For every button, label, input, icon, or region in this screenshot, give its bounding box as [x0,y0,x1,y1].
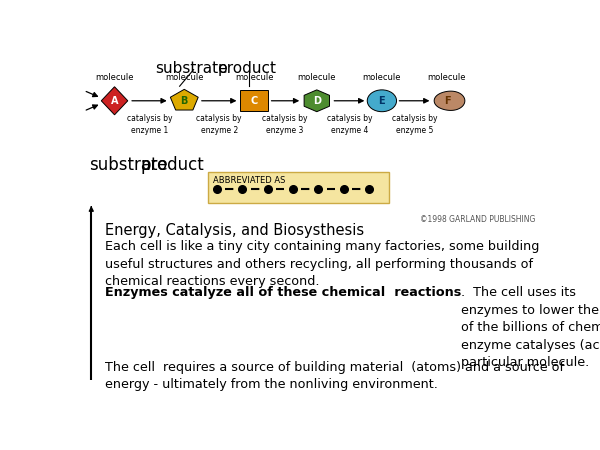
Text: F: F [443,96,451,106]
Text: catalysis by
enzyme 5: catalysis by enzyme 5 [392,114,437,135]
Circle shape [367,90,397,112]
Text: A: A [111,96,118,106]
Text: Each cell is like a tiny city containing many factories, some building
useful st: Each cell is like a tiny city containing… [105,240,539,288]
Polygon shape [170,90,198,110]
Text: D: D [313,96,321,106]
Text: catalysis by
enzyme 1: catalysis by enzyme 1 [127,114,172,135]
Text: molecule: molecule [298,73,336,82]
Text: molecule: molecule [362,73,401,82]
Text: ©1998 GARLAND PUBLISHING: ©1998 GARLAND PUBLISHING [420,215,535,224]
Text: catalysis by
enzyme 2: catalysis by enzyme 2 [196,114,242,135]
Polygon shape [304,90,329,112]
Text: product: product [140,156,204,174]
Text: molecule: molecule [428,73,466,82]
Text: Enzymes catalyze all of these chemical  reactions: Enzymes catalyze all of these chemical r… [105,286,461,299]
Text: B: B [181,96,188,106]
Text: catalysis by
enzyme 4: catalysis by enzyme 4 [326,114,372,135]
Text: catalysis by
enzyme 3: catalysis by enzyme 3 [262,114,308,135]
Text: E: E [379,96,385,106]
Text: molecule: molecule [165,73,203,82]
Polygon shape [434,91,465,110]
Text: substrate: substrate [89,156,168,174]
Text: .  The cell uses its
enzymes to lower the temperature required for and to mainta: . The cell uses its enzymes to lower the… [461,286,600,369]
Text: Energy, Catalysis, and Biosysthesis: Energy, Catalysis, and Biosysthesis [105,223,364,238]
Text: ABBREVIATED AS: ABBREVIATED AS [213,176,286,185]
Text: The cell  requires a source of building material  (atoms) and a source of
energy: The cell requires a source of building m… [105,360,564,391]
Text: C: C [250,96,257,106]
FancyBboxPatch shape [208,172,389,203]
Text: molecule: molecule [95,73,134,82]
Polygon shape [240,90,268,111]
Polygon shape [101,87,128,115]
Text: substrate: substrate [155,61,227,76]
Text: product: product [218,61,277,76]
Text: molecule: molecule [235,73,273,82]
